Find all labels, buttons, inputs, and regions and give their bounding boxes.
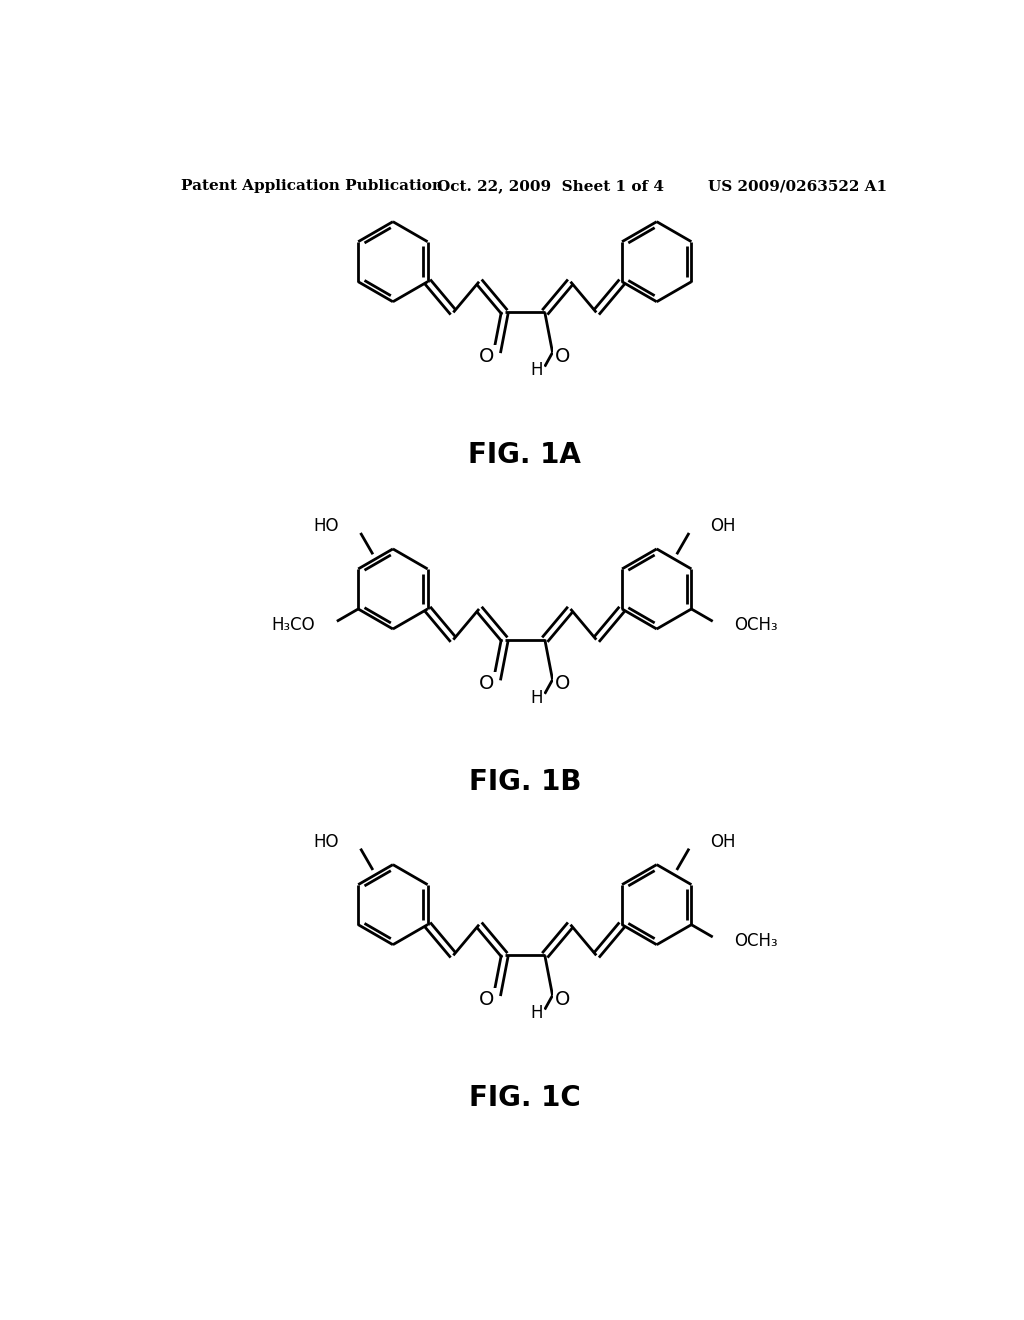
Text: O: O	[479, 675, 495, 693]
Text: O: O	[479, 347, 495, 366]
Text: H: H	[530, 362, 543, 379]
Text: O: O	[555, 990, 570, 1008]
Text: OCH₃: OCH₃	[734, 932, 778, 950]
Text: FIG. 1A: FIG. 1A	[468, 441, 582, 469]
Text: H₃CO: H₃CO	[271, 616, 315, 634]
Text: HO: HO	[313, 833, 339, 851]
Text: Patent Application Publication: Patent Application Publication	[180, 180, 442, 193]
Text: OCH₃: OCH₃	[734, 616, 778, 634]
Text: OH: OH	[711, 833, 736, 851]
Text: H: H	[530, 1005, 543, 1023]
Text: H: H	[530, 689, 543, 706]
Text: HO: HO	[313, 517, 339, 536]
Text: Oct. 22, 2009  Sheet 1 of 4: Oct. 22, 2009 Sheet 1 of 4	[437, 180, 664, 193]
Text: FIG. 1B: FIG. 1B	[469, 768, 581, 796]
Text: OH: OH	[711, 517, 736, 536]
Text: O: O	[479, 990, 495, 1008]
Text: FIG. 1C: FIG. 1C	[469, 1084, 581, 1111]
Text: O: O	[555, 347, 570, 366]
Text: O: O	[555, 675, 570, 693]
Text: US 2009/0263522 A1: US 2009/0263522 A1	[708, 180, 887, 193]
